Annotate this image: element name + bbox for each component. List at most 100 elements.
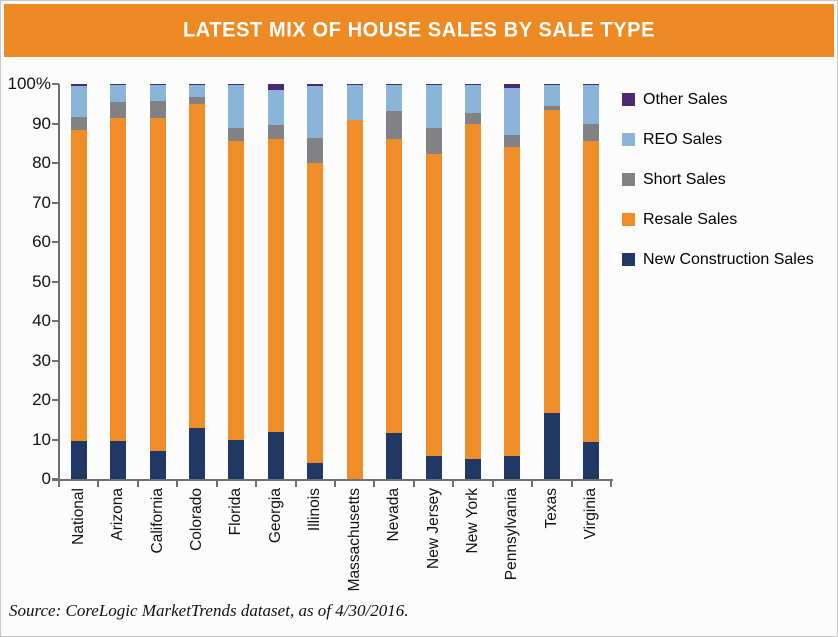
- legend-item-reo-sales: REO Sales: [622, 130, 814, 149]
- x-label-new-york: New York: [461, 488, 485, 558]
- x-label-arizona: Arizona: [106, 488, 130, 546]
- segment-other-sales: [465, 84, 481, 86]
- segment-reo-sales: [267, 90, 284, 125]
- x-label-text: Texas: [542, 488, 560, 529]
- x-label-text: Massachusetts: [345, 488, 363, 592]
- y-tick-mark: [52, 438, 59, 441]
- bar-nevada: [386, 84, 403, 479]
- x-label-text: New York: [464, 488, 481, 554]
- x-label-national: National: [67, 488, 91, 550]
- segment-resale-sales: [149, 117, 166, 452]
- x-tick-mark: [610, 480, 612, 487]
- x-label-colorado: Colorado: [185, 488, 209, 556]
- x-label-text: Nevada: [385, 488, 403, 542]
- y-tick-mark: [52, 280, 59, 283]
- segment-short-sales: [149, 101, 166, 118]
- segment-resale-sales: [346, 119, 363, 479]
- bar-california: [149, 84, 166, 479]
- segment-other-sales: [189, 84, 205, 86]
- y-tick-mark: [52, 478, 59, 480]
- legend-label: Resale Sales: [643, 210, 738, 228]
- segment-resale-sales: [267, 139, 284, 432]
- segment-short-sales: [465, 112, 481, 124]
- y-tick-label-90: 90: [32, 113, 51, 133]
- x-tick-mark: [176, 480, 179, 487]
- legend-label: REO Sales: [643, 130, 723, 148]
- segment-short-sales: [189, 97, 205, 104]
- segment-reo-sales: [189, 85, 205, 98]
- x-label-text: Georgia: [266, 488, 284, 544]
- plot-area: [59, 84, 611, 479]
- bar-georgia: [267, 84, 284, 479]
- bar-texas: [543, 84, 560, 479]
- legend: Other Sales REO Sales Short Sales Resale Sa…: [622, 90, 814, 290]
- bar-virginia: [583, 84, 600, 479]
- segment-new-construction-sales: [425, 456, 442, 479]
- y-tick-label-40: 40: [32, 311, 51, 330]
- segment-other-sales: [149, 84, 166, 86]
- segment-resale-sales: [425, 153, 442, 457]
- legend-label: New Construction Sales: [643, 250, 814, 268]
- segment-other-sales: [228, 84, 245, 86]
- segment-resale-sales: [70, 130, 87, 442]
- x-label-text: Colorado: [188, 488, 205, 551]
- source-note: Source: CoreLogic MarketTrends dataset, …: [9, 601, 409, 620]
- x-tick-mark: [412, 480, 415, 487]
- y-tick-mark: [52, 162, 59, 164]
- chart-title: LATEST MIX OF HOUSE SALES BY SALE TYPE: [182, 18, 656, 42]
- chart-title-banner: LATEST MIX OF HOUSE SALES BY SALE TYPE: [4, 4, 834, 57]
- segment-resale-sales: [504, 147, 521, 457]
- x-tick-mark: [58, 480, 60, 487]
- y-tick-label-20: 20: [32, 390, 51, 409]
- segment-reo-sales: [70, 86, 87, 118]
- segment-resale-sales: [307, 163, 324, 464]
- legend-swatch: [622, 133, 635, 146]
- x-tick-mark: [255, 480, 258, 487]
- segment-short-sales: [386, 110, 403, 139]
- segment-short-sales: [70, 117, 87, 131]
- segment-other-sales: [70, 84, 87, 87]
- bar-massachusetts: [346, 84, 363, 479]
- y-tick-label-50: 50: [32, 271, 51, 291]
- x-label-massachusetts: Massachusetts: [343, 488, 367, 596]
- bar-new-york: [465, 84, 481, 479]
- x-label-florida: Florida: [224, 488, 248, 540]
- segment-new-construction-sales: [386, 432, 403, 479]
- legend-item-short-sales: Short Sales: [622, 170, 814, 189]
- segment-new-construction-sales: [307, 463, 324, 479]
- segment-new-construction-sales: [110, 441, 127, 479]
- bar-arizona: [110, 84, 127, 479]
- x-label-text: California: [148, 488, 166, 554]
- segment-other-sales: [110, 84, 127, 86]
- x-label-text: New Jersey: [424, 488, 442, 569]
- x-label-text: Pennsylvania: [503, 488, 521, 581]
- segment-new-construction-sales: [583, 441, 600, 479]
- segment-reo-sales: [504, 87, 521, 135]
- segment-reo-sales: [110, 85, 127, 102]
- x-label-texas: Texas: [540, 488, 564, 534]
- segment-new-construction-sales: [189, 427, 205, 479]
- y-tick-mark: [52, 83, 59, 85]
- legend-item-resale-sales: Resale Sales: [622, 210, 814, 229]
- x-label-text: Arizona: [109, 488, 127, 541]
- segment-new-construction-sales: [267, 431, 284, 479]
- segment-short-sales: [504, 134, 521, 148]
- segment-short-sales: [583, 123, 600, 141]
- x-label-nevada: Nevada: [382, 488, 406, 546]
- legend-label: Other Sales: [643, 90, 728, 108]
- y-tick-label-30: 30: [32, 350, 51, 370]
- x-label-text: Virginia: [582, 488, 600, 540]
- segment-resale-sales: [465, 123, 481, 460]
- y-tick-label-10: 10: [32, 429, 51, 449]
- y-axis-line: [58, 84, 60, 481]
- x-tick-mark: [136, 480, 139, 487]
- segment-new-construction-sales: [504, 456, 521, 479]
- x-tick-mark: [97, 480, 100, 487]
- x-tick-mark: [294, 480, 297, 487]
- segment-short-sales: [543, 106, 560, 111]
- segment-reo-sales: [583, 85, 600, 124]
- y-tick-mark: [52, 201, 59, 204]
- segment-short-sales: [267, 124, 284, 140]
- legend-swatch: [622, 253, 635, 266]
